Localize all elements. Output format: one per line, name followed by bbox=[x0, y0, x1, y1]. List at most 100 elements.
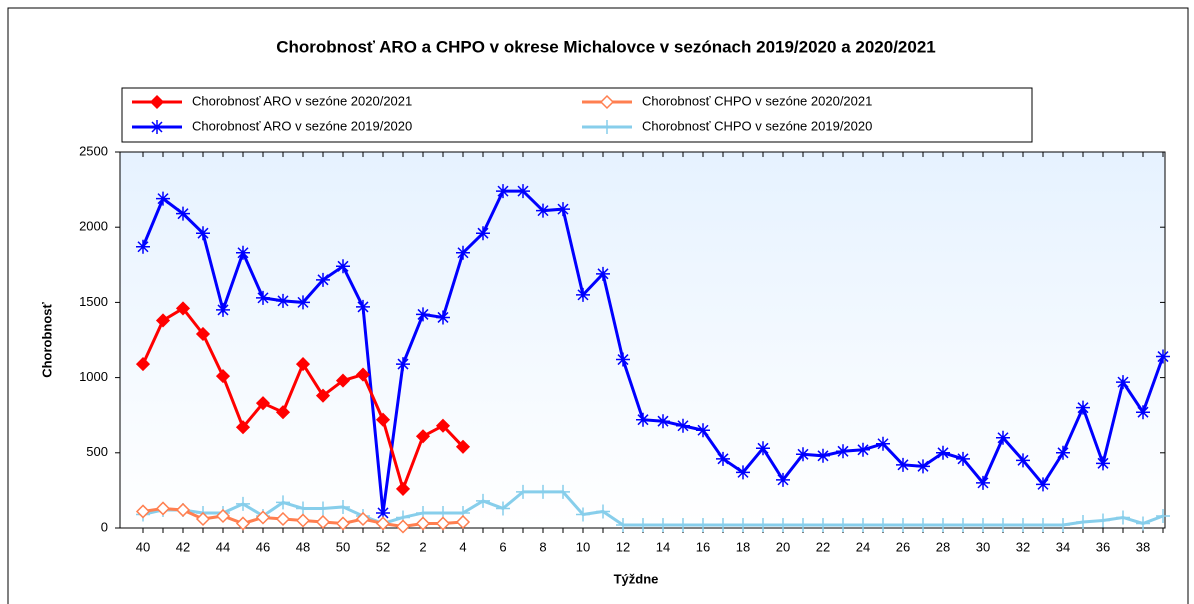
x-tick-label: 6 bbox=[499, 539, 506, 554]
marker bbox=[236, 496, 250, 511]
marker bbox=[356, 299, 370, 314]
marker bbox=[196, 226, 210, 241]
y-tick-label: 1500 bbox=[79, 294, 108, 309]
x-tick-label: 4 bbox=[459, 539, 466, 554]
marker bbox=[816, 448, 830, 463]
marker bbox=[1056, 517, 1070, 532]
marker bbox=[776, 472, 790, 487]
marker bbox=[876, 436, 890, 451]
marker bbox=[176, 206, 190, 221]
marker bbox=[516, 484, 530, 499]
marker bbox=[856, 517, 870, 532]
marker bbox=[896, 517, 910, 532]
marker bbox=[150, 120, 164, 134]
marker bbox=[336, 259, 350, 274]
marker bbox=[155, 501, 171, 516]
chart-title: Chorobnosť ARO a CHPO v okrese Michalovc… bbox=[276, 37, 936, 56]
x-tick-label: 50 bbox=[336, 539, 350, 554]
x-tick-label: 10 bbox=[576, 539, 590, 554]
legend-label: Chorobnosť ARO v sezóne 2019/2020 bbox=[192, 118, 412, 133]
marker bbox=[416, 307, 430, 322]
marker bbox=[676, 517, 690, 532]
x-tick-label: 18 bbox=[736, 539, 750, 554]
marker bbox=[296, 295, 310, 310]
marker bbox=[1076, 400, 1090, 415]
x-tick-label: 34 bbox=[1056, 539, 1070, 554]
marker bbox=[335, 516, 351, 531]
marker bbox=[1116, 510, 1130, 525]
x-tick-label: 40 bbox=[136, 539, 150, 554]
marker bbox=[456, 245, 470, 260]
marker bbox=[1016, 517, 1030, 532]
y-tick-label: 500 bbox=[86, 444, 108, 459]
marker bbox=[1036, 517, 1050, 532]
marker bbox=[155, 313, 171, 328]
marker bbox=[415, 429, 431, 444]
marker bbox=[976, 475, 990, 490]
marker bbox=[556, 484, 570, 499]
marker bbox=[656, 517, 670, 532]
marker bbox=[1096, 513, 1110, 528]
marker bbox=[375, 516, 391, 531]
frame bbox=[7, 7, 1189, 604]
marker bbox=[195, 326, 211, 342]
x-tick-label: 36 bbox=[1096, 539, 1110, 554]
marker bbox=[235, 420, 251, 435]
marker bbox=[956, 451, 970, 466]
marker bbox=[756, 517, 770, 532]
marker bbox=[856, 442, 870, 457]
marker bbox=[896, 457, 910, 472]
marker bbox=[235, 516, 251, 531]
x-tick-label: 30 bbox=[976, 539, 990, 554]
marker bbox=[395, 519, 411, 534]
marker bbox=[876, 517, 890, 532]
marker bbox=[256, 290, 270, 305]
marker bbox=[436, 310, 450, 325]
marker bbox=[596, 504, 610, 519]
marker bbox=[275, 405, 291, 420]
marker bbox=[736, 517, 750, 532]
marker bbox=[756, 441, 770, 456]
marker bbox=[476, 226, 490, 241]
legend-label: Chorobnosť CHPO v sezóne 2020/2021 bbox=[642, 93, 872, 108]
marker bbox=[536, 203, 550, 218]
marker bbox=[656, 414, 670, 429]
marker bbox=[149, 94, 165, 110]
marker bbox=[315, 388, 331, 403]
marker bbox=[516, 184, 530, 199]
x-tick-label: 14 bbox=[656, 539, 670, 554]
marker bbox=[496, 184, 510, 199]
marker bbox=[135, 357, 151, 372]
marker bbox=[1016, 453, 1030, 468]
marker bbox=[976, 517, 990, 532]
x-tick-label: 20 bbox=[776, 539, 790, 554]
marker bbox=[355, 367, 371, 382]
marker bbox=[316, 501, 330, 516]
y-tick-label: 1000 bbox=[79, 369, 108, 384]
marker bbox=[776, 517, 790, 532]
marker bbox=[455, 439, 471, 454]
marker bbox=[215, 369, 231, 384]
marker bbox=[1136, 516, 1150, 531]
marker bbox=[576, 287, 590, 302]
marker bbox=[936, 517, 950, 532]
marker bbox=[255, 510, 271, 525]
x-tick-label: 24 bbox=[856, 539, 870, 554]
x-tick-label: 46 bbox=[256, 539, 270, 554]
marker bbox=[636, 517, 650, 532]
marker bbox=[1136, 405, 1150, 420]
marker bbox=[175, 502, 191, 518]
legend-label: Chorobnosť CHPO v sezóne 2019/2020 bbox=[642, 118, 872, 133]
marker bbox=[396, 357, 410, 372]
x-tick-label: 52 bbox=[376, 539, 390, 554]
series-line bbox=[141, 189, 1165, 514]
marker bbox=[255, 396, 271, 411]
x-tick-label: 22 bbox=[816, 539, 830, 554]
marker bbox=[696, 517, 710, 532]
marker bbox=[316, 272, 330, 287]
legend bbox=[121, 87, 1033, 143]
marker bbox=[455, 514, 471, 530]
marker bbox=[435, 418, 451, 433]
marker bbox=[195, 511, 211, 527]
